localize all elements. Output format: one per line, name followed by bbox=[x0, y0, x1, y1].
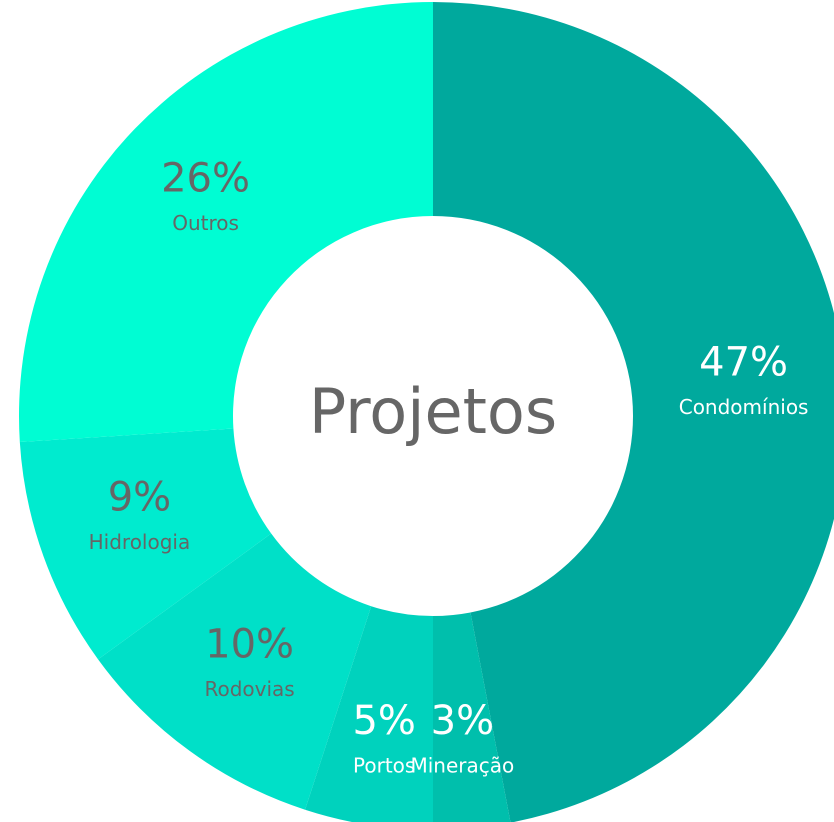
slice bbox=[433, 2, 834, 822]
slice bbox=[19, 428, 272, 660]
category-label: Mineração bbox=[410, 754, 514, 778]
category-label: Hidrologia bbox=[89, 530, 191, 554]
value-label: 10% bbox=[205, 621, 294, 667]
value-label: 47% bbox=[699, 340, 788, 386]
value-label: 3% bbox=[431, 698, 494, 744]
slice bbox=[18, 2, 433, 442]
value-label: 26% bbox=[161, 155, 250, 201]
value-label: 9% bbox=[108, 475, 171, 521]
category-label: Rodovias bbox=[204, 677, 294, 701]
chart-title: Projetos bbox=[309, 375, 557, 448]
category-label: Outros bbox=[172, 211, 239, 235]
slice bbox=[305, 606, 433, 822]
value-label: 5% bbox=[352, 698, 415, 744]
slice bbox=[98, 533, 372, 810]
category-label: Condomínios bbox=[679, 395, 809, 419]
category-label: Portos bbox=[353, 754, 415, 778]
slice bbox=[433, 612, 511, 822]
